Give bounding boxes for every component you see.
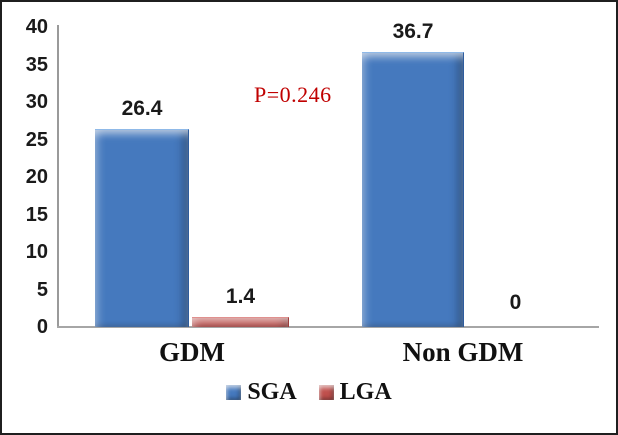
data-label-sga-gdm: 26.4 xyxy=(121,97,163,120)
y-tick-label: 0 xyxy=(36,316,48,338)
legend: SGA LGA xyxy=(2,379,616,406)
category-label-gdm: GDM xyxy=(159,337,225,367)
y-tick-label: 35 xyxy=(25,53,48,76)
y-tick-label: 40 xyxy=(25,16,48,38)
y-tick-label: 25 xyxy=(25,128,48,151)
y-tick-label: 30 xyxy=(25,91,48,113)
y-tick-label: 10 xyxy=(25,241,48,263)
x-axis-line xyxy=(57,326,599,328)
y-axis-line xyxy=(57,25,59,327)
legend-label-lga: LGA xyxy=(339,379,392,405)
legend-item-sga: SGA xyxy=(226,379,297,406)
lga-legend-swatch-icon xyxy=(318,385,334,400)
bar-sga-non-gdm xyxy=(362,51,464,327)
y-tick-label: 5 xyxy=(36,278,48,301)
p-value-annotation: P=0.246 xyxy=(254,82,332,107)
data-label-sga-non-gdm: 36.7 xyxy=(392,19,434,43)
data-label-lga-non-gdm: 0 xyxy=(509,291,522,314)
y-tick-label: 15 xyxy=(25,203,48,226)
bar-sga-gdm xyxy=(95,129,189,327)
bar-lga-gdm xyxy=(192,316,289,327)
sga-legend-swatch-icon xyxy=(226,385,242,400)
data-label-lga-gdm: 1.4 xyxy=(225,284,256,308)
legend-item-lga: LGA xyxy=(318,379,392,406)
y-tick-label: 20 xyxy=(25,166,48,188)
category-label-non-gdm: Non GDM xyxy=(402,337,524,367)
legend-label-sga: SGA xyxy=(247,379,297,405)
